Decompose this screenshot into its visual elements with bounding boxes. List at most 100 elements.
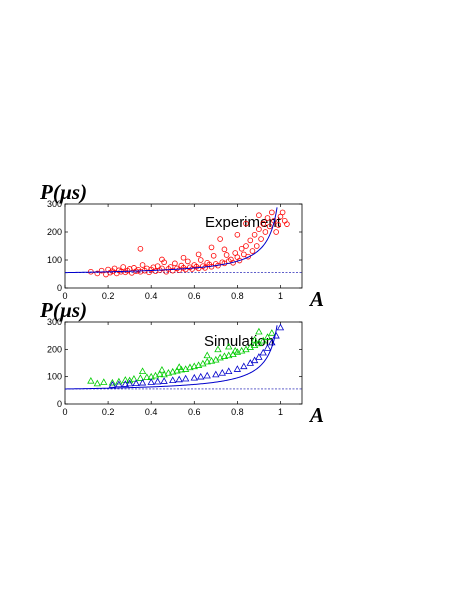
data-point	[138, 378, 147, 386]
data-point	[225, 342, 233, 350]
data-point	[147, 378, 155, 385]
data-point	[216, 353, 224, 361]
data-point	[181, 374, 190, 382]
data-point	[233, 348, 242, 355]
data-point	[255, 327, 263, 335]
data-point	[100, 378, 108, 385]
data-point	[269, 209, 275, 216]
data-point	[210, 253, 217, 259]
data-point	[245, 253, 251, 260]
data-point	[121, 380, 130, 387]
x-tick-label: 0.2	[102, 407, 115, 417]
fit-curve	[64, 325, 278, 390]
data-point	[221, 246, 228, 253]
x-tick-label: 0	[62, 291, 67, 301]
plot-frame	[64, 203, 303, 289]
data-point	[202, 265, 208, 271]
data-point	[277, 213, 284, 220]
data-point	[175, 375, 183, 383]
data-point	[108, 378, 117, 386]
data-point	[138, 367, 147, 375]
y-tick-label: 300	[47, 317, 62, 327]
data-point	[159, 256, 165, 263]
y-tick-label: 0	[57, 283, 62, 293]
data-point	[225, 351, 233, 359]
data-point	[160, 377, 168, 384]
y-tick-label: 0	[57, 399, 62, 409]
x-tick-label: 0.2	[102, 291, 115, 301]
x-tick-label: 0.8	[231, 291, 244, 301]
data-point	[243, 243, 249, 249]
data-point	[223, 252, 230, 258]
y-tick-label: 100	[47, 372, 62, 382]
annotation-experiment: Experiment	[205, 214, 281, 231]
x-axis-label-experiment: A	[310, 287, 325, 311]
data-point	[212, 355, 220, 363]
data-point	[87, 376, 95, 384]
data-point	[172, 260, 178, 267]
data-point	[159, 265, 165, 272]
x-tick-label: 0.4	[145, 291, 158, 301]
data-point	[253, 243, 260, 249]
data-point	[236, 257, 243, 264]
data-point	[264, 215, 271, 221]
data-point	[212, 370, 220, 378]
data-point	[284, 221, 290, 227]
data-point	[259, 336, 267, 344]
data-point	[240, 362, 248, 370]
data-point	[238, 246, 245, 252]
data-point	[247, 237, 254, 244]
data-point	[195, 265, 202, 272]
data-point	[249, 248, 256, 254]
data-point	[115, 380, 123, 388]
data-point	[139, 262, 146, 268]
data-point	[190, 362, 198, 370]
data-point	[260, 220, 267, 227]
data-point	[250, 335, 259, 343]
data-point	[98, 267, 105, 274]
data-point	[94, 270, 101, 277]
data-point	[137, 246, 144, 252]
data-point	[153, 377, 162, 385]
data-point	[237, 346, 246, 354]
data-point	[256, 212, 262, 219]
x-tick-label: 0.6	[188, 407, 201, 417]
data-point	[169, 267, 176, 274]
data-point	[197, 257, 204, 263]
data-point	[203, 357, 211, 365]
data-point	[234, 232, 241, 238]
data-point	[231, 346, 239, 354]
data-point	[220, 352, 229, 359]
y-tick-label: 100	[47, 255, 62, 265]
data-point	[156, 370, 164, 377]
data-point	[203, 351, 211, 359]
data-point	[121, 376, 130, 383]
data-point	[136, 374, 145, 381]
y-axis-label-simulation: P(µs)	[40, 298, 88, 322]
data-point	[259, 348, 267, 356]
fit-curve	[64, 207, 278, 274]
data-point	[180, 254, 187, 261]
x-axis-label-simulation: A	[310, 403, 325, 427]
plot-frame	[64, 321, 303, 405]
data-point	[125, 379, 134, 387]
data-point	[115, 377, 123, 385]
data-point	[266, 223, 273, 230]
y-axis-label-experiment: P(µs)	[40, 180, 88, 204]
data-point	[268, 329, 276, 336]
data-point	[164, 369, 173, 376]
data-point	[217, 236, 223, 242]
data-point	[207, 356, 216, 364]
data-point	[251, 232, 258, 238]
data-point	[143, 373, 151, 381]
data-point	[197, 372, 205, 380]
data-point	[263, 344, 272, 351]
data-point	[169, 376, 177, 384]
data-point	[218, 369, 226, 376]
data-point	[262, 229, 269, 235]
data-point	[263, 333, 272, 340]
y-tick-label: 200	[47, 344, 62, 354]
x-tick-label: 0.4	[145, 407, 158, 417]
data-point	[173, 366, 181, 374]
